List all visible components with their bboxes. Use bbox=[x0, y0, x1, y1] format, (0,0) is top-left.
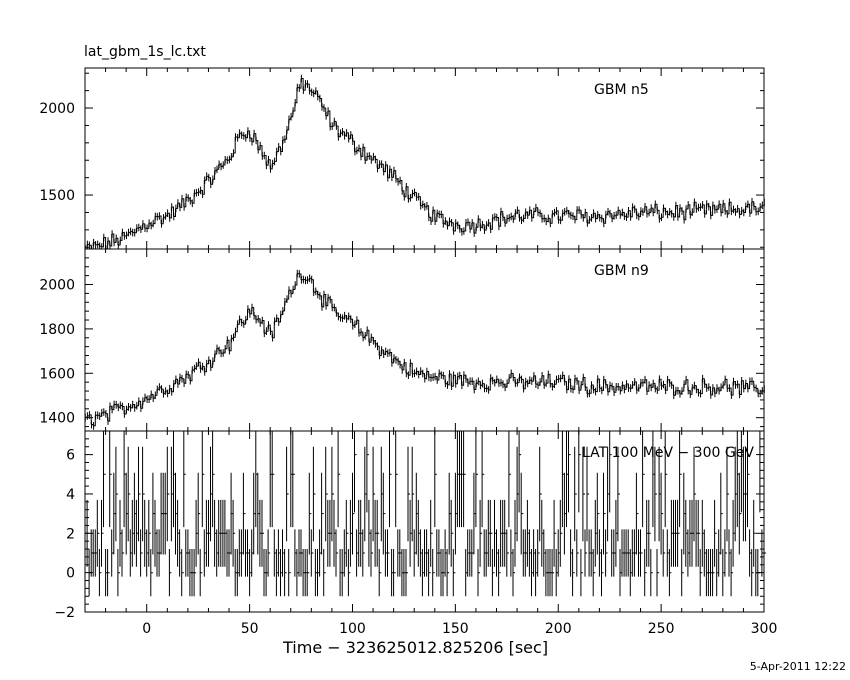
y-tick-label: 4 bbox=[66, 487, 75, 503]
y-tick-label: 1600 bbox=[39, 366, 75, 382]
panel-frame bbox=[84, 67, 765, 250]
x-tick-label: 150 bbox=[442, 621, 469, 637]
panel-label: LAT 100 MeV − 300 GeV bbox=[582, 445, 754, 461]
y-tick-label: 2 bbox=[66, 526, 75, 542]
series-line bbox=[84, 269, 765, 430]
x-tick-label: 0 bbox=[142, 621, 151, 637]
y-tick-label: 1800 bbox=[39, 322, 75, 338]
panel-frame bbox=[84, 248, 765, 432]
panel-label: GBM n5 bbox=[594, 82, 649, 98]
y-tick-label: 1400 bbox=[39, 411, 75, 427]
y-tick-label: 6 bbox=[66, 448, 75, 464]
y-tick-label: 2000 bbox=[39, 278, 75, 294]
x-tick-label: 50 bbox=[241, 621, 259, 637]
file-label: lat_gbm_1s_lc.txt bbox=[84, 44, 206, 60]
series-line bbox=[84, 431, 767, 597]
y-tick-label: 1500 bbox=[39, 188, 75, 204]
x-tick-label: 100 bbox=[339, 621, 366, 637]
x-tick-label: 250 bbox=[648, 621, 675, 637]
y-tick-label: 2000 bbox=[39, 101, 75, 117]
y-tick-label: 0 bbox=[66, 566, 75, 582]
series-line bbox=[84, 74, 765, 250]
x-axis-label: Time − 323625012.825206 [sec] bbox=[283, 638, 549, 657]
x-tick-label: 200 bbox=[545, 621, 572, 637]
panel-label: GBM n9 bbox=[594, 263, 649, 279]
timestamp: 5-Apr-2011 12:22 bbox=[749, 660, 846, 673]
x-tick-label: 300 bbox=[751, 621, 778, 637]
y-tick-label: −2 bbox=[54, 605, 75, 621]
